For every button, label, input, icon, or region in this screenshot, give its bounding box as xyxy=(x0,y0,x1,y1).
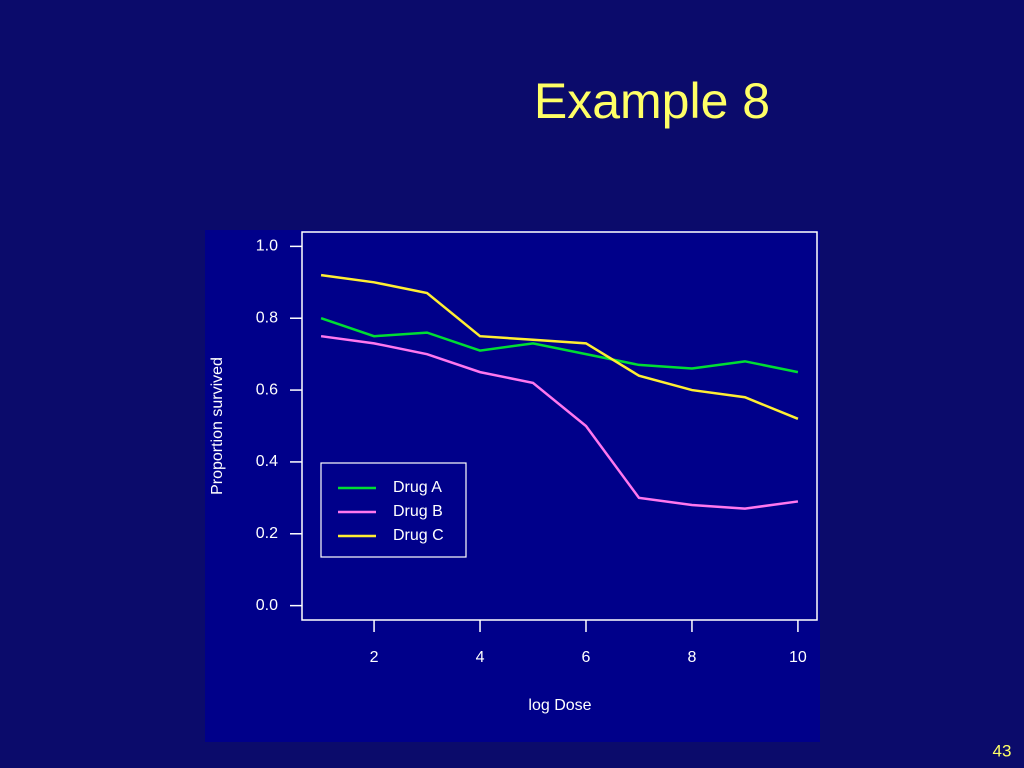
y-tick-label: 0.6 xyxy=(256,381,278,398)
chart-panel xyxy=(205,230,820,742)
line-series xyxy=(320,334,799,510)
x-tick-label: 10 xyxy=(789,649,807,666)
legend-box xyxy=(320,462,467,558)
line-series xyxy=(320,273,799,420)
slide-number: 43 xyxy=(993,741,1012,760)
y-tick-label: 0.0 xyxy=(256,597,278,614)
plot-frame xyxy=(301,231,818,621)
y-tick-label: 0.4 xyxy=(256,453,278,470)
y-tick-label: 1.0 xyxy=(256,238,278,255)
x-tick-label: 8 xyxy=(688,649,697,666)
y-tick-label: 0.2 xyxy=(256,525,278,542)
x-tick-label: 2 xyxy=(370,649,379,666)
legend-label: Drug A xyxy=(393,479,442,496)
legend-label: Drug B xyxy=(393,503,443,520)
y-tick-label: 0.8 xyxy=(256,309,278,326)
x-tick-label: 4 xyxy=(476,649,485,666)
legend-label: Drug C xyxy=(393,527,444,544)
x-tick-label: 6 xyxy=(582,649,591,666)
slide-title: Example 8 xyxy=(534,73,770,129)
y-axis-label: Proportion survived xyxy=(209,357,226,495)
x-axis-label: log Dose xyxy=(528,697,591,714)
line-series xyxy=(320,317,799,374)
